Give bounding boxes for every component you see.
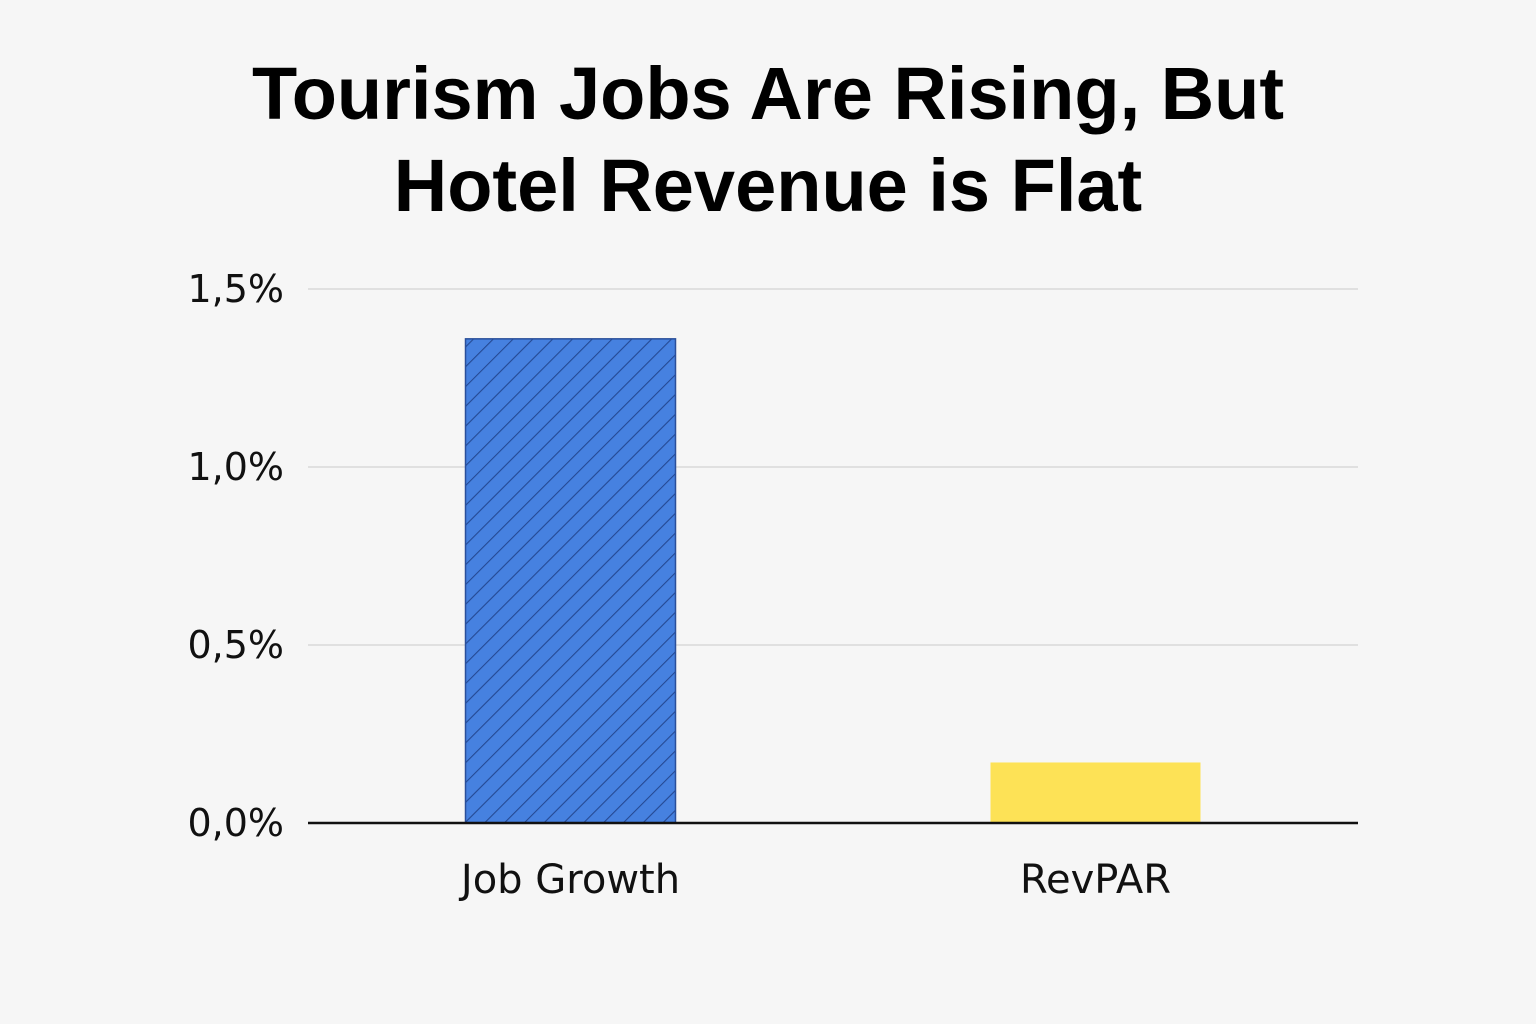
x-category-label: RevPAR xyxy=(1020,857,1171,903)
y-axis-ticks: 0,0% 0,5% 1,0% 1,5% xyxy=(187,267,284,845)
chart-title-line-2: Hotel Revenue is Flat xyxy=(393,144,1143,227)
y-tick-label: 1,5% xyxy=(187,267,284,311)
bar-job-growth xyxy=(464,338,677,824)
x-axis-categories: Job Growth RevPAR xyxy=(458,857,1171,903)
bar-hatch xyxy=(464,338,677,824)
y-tick-label: 0,5% xyxy=(187,623,284,667)
chart-title-line-1: Tourism Jobs Are Rising, But xyxy=(252,52,1284,135)
y-tick-label: 0,0% xyxy=(187,801,284,845)
chart-title: Tourism Jobs Are Rising, But Hotel Reven… xyxy=(0,48,1536,232)
x-category-label: Job Growth xyxy=(458,857,680,903)
y-tick-label: 1,0% xyxy=(187,445,284,489)
bar-fill xyxy=(990,762,1201,823)
bar-revpar xyxy=(990,762,1201,823)
bars xyxy=(464,338,1201,824)
